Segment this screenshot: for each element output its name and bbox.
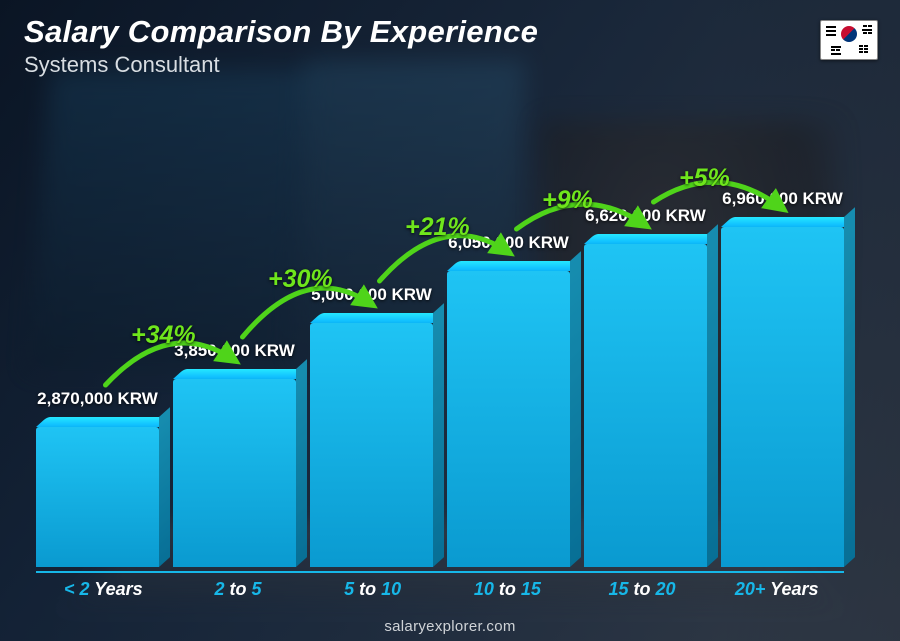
pct-arc xyxy=(654,182,781,207)
pct-arc xyxy=(243,288,370,337)
page-subtitle: Systems Consultant xyxy=(24,52,538,78)
x-tick: < 2 Years xyxy=(36,573,171,605)
footer-credit: salaryexplorer.com xyxy=(0,618,900,635)
x-tick: 2 to 5 xyxy=(171,573,306,605)
pct-arc xyxy=(106,343,233,385)
x-axis: < 2 Years2 to 55 to 1010 to 1515 to 2020… xyxy=(36,571,844,605)
page-title: Salary Comparison By Experience xyxy=(24,14,538,50)
country-flag-icon xyxy=(820,20,878,60)
bar-chart: 2,870,000 KRW3,850,000 KRW5,000,000 KRW6… xyxy=(36,120,844,567)
x-tick: 5 to 10 xyxy=(305,573,440,605)
title-block: Salary Comparison By Experience Systems … xyxy=(24,14,538,78)
pct-arcs xyxy=(36,120,844,567)
x-tick: 15 to 20 xyxy=(575,573,710,605)
x-tick: 10 to 15 xyxy=(440,573,575,605)
x-tick: 20+ Years xyxy=(709,573,844,605)
infographic-stage: Salary Comparison By Experience Systems … xyxy=(0,0,900,641)
pct-arc xyxy=(517,204,644,229)
pct-arc xyxy=(380,236,507,281)
